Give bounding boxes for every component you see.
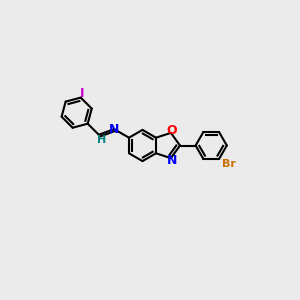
Text: H: H	[97, 135, 106, 145]
Text: I: I	[80, 87, 84, 100]
Text: Br: Br	[222, 159, 236, 169]
Text: O: O	[167, 124, 177, 136]
Text: N: N	[109, 123, 119, 136]
Text: N: N	[167, 154, 177, 167]
